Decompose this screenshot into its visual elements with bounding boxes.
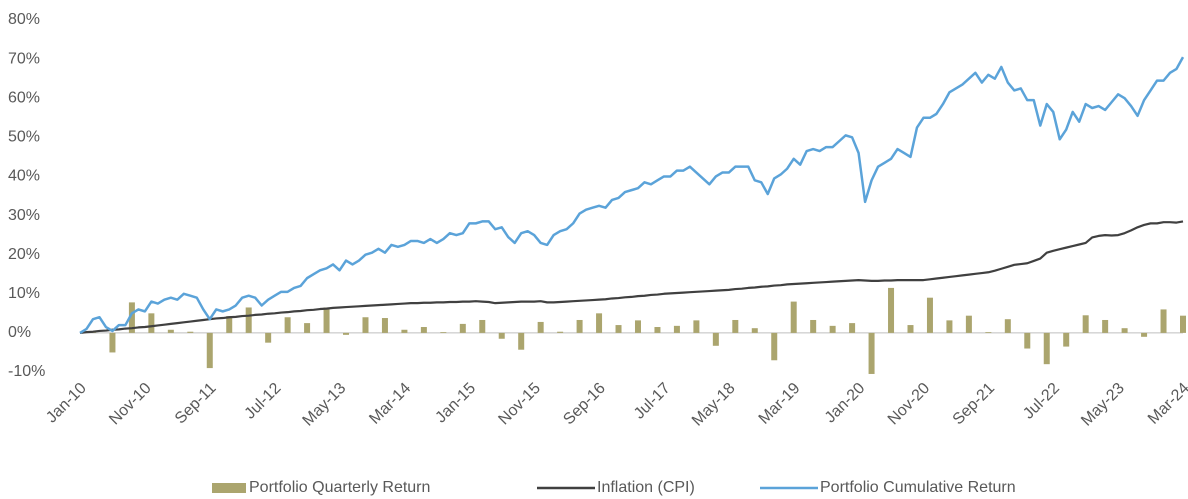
y-tick-label: -10% [8, 363, 45, 380]
bar [343, 332, 350, 335]
x-tick-label: Sep-11 [172, 380, 220, 428]
x-tick-label: Nov-15 [495, 380, 544, 429]
line [79, 56, 1185, 334]
x-tick-label: Jan-10 [43, 380, 90, 427]
y-tick-label: 10% [8, 285, 40, 302]
legend-swatch [212, 483, 246, 493]
bar [712, 332, 719, 346]
bar [1004, 319, 1011, 333]
bar [1160, 309, 1167, 333]
bar [1121, 328, 1128, 333]
x-tick-label: Sep-16 [560, 380, 609, 429]
bar [1082, 315, 1089, 333]
bar [868, 332, 875, 374]
bar [771, 332, 778, 361]
bar [420, 327, 427, 333]
bar [1024, 332, 1031, 349]
x-tick-label: Jan-20 [822, 380, 869, 427]
bar [304, 323, 311, 333]
bar [1043, 332, 1050, 365]
bar [888, 287, 895, 333]
x-tick-label: Nov-10 [106, 380, 155, 429]
bar [654, 327, 661, 333]
bar [206, 332, 213, 369]
bar [265, 332, 272, 343]
legend-label: Inflation (CPI) [597, 479, 695, 496]
y-tick-label: 50% [8, 129, 40, 146]
bar [810, 319, 817, 333]
y-tick-label: 60% [8, 89, 40, 106]
x-tick-label: May-23 [1078, 380, 1128, 430]
legend: Portfolio Quarterly Return Inflation (CPI… [212, 479, 1016, 496]
bar [498, 332, 505, 339]
x-tick-label: Jul-12 [242, 380, 285, 423]
x-tick-label: Mar-24 [1145, 380, 1188, 428]
bar [381, 318, 388, 333]
bar [362, 317, 369, 333]
x-tick-label: Sep-21 [950, 380, 999, 429]
bar [479, 319, 486, 333]
bar [128, 302, 135, 333]
x-tick-label: May-18 [689, 380, 739, 430]
bar [1102, 319, 1109, 333]
bar [557, 331, 564, 333]
bar [187, 331, 194, 333]
bar [673, 325, 680, 333]
bar [401, 329, 408, 333]
bar [946, 320, 953, 333]
bar [965, 315, 972, 333]
legend-label: Portfolio Cumulative Return [820, 479, 1016, 496]
bar [751, 328, 758, 333]
bar [1063, 332, 1070, 347]
y-tick-label: 20% [8, 246, 40, 263]
bar [167, 329, 174, 333]
y-tick-label: 30% [8, 207, 40, 224]
bar [284, 317, 291, 333]
bar [693, 320, 700, 333]
bar [226, 316, 233, 333]
x-tick-label: Jan-15 [432, 380, 479, 427]
bar [245, 307, 252, 333]
bar [148, 313, 155, 333]
bar [1141, 332, 1148, 337]
bar [732, 319, 739, 333]
bar [537, 321, 544, 333]
y-tick-label: 40% [8, 168, 40, 185]
line [79, 220, 1184, 334]
x-tick-label: Nov-20 [885, 380, 934, 429]
bar [790, 301, 797, 333]
bar [615, 325, 622, 333]
x-tick-label: Mar-19 [756, 380, 804, 428]
legend-label: Portfolio Quarterly Return [249, 479, 430, 496]
bar [440, 332, 447, 333]
bar [829, 325, 836, 333]
x-tick-label: May-13 [300, 380, 350, 430]
bar [576, 319, 583, 333]
bar [985, 332, 992, 333]
bar [596, 313, 603, 333]
y-tick-label: 0% [8, 324, 31, 341]
bar [634, 320, 641, 333]
bar [518, 332, 525, 350]
bar [323, 307, 330, 333]
x-tick-label: Jul-17 [631, 380, 674, 423]
bar [459, 323, 466, 333]
bar [1180, 315, 1186, 333]
x-tick-label: Jul-22 [1020, 380, 1063, 423]
bar [849, 323, 856, 333]
bar [109, 332, 116, 353]
y-tick-label: 70% [8, 50, 40, 67]
bar [907, 325, 914, 333]
x-tick-label: Mar-14 [366, 380, 414, 428]
bar [926, 297, 933, 333]
y-tick-label: 80% [8, 11, 40, 28]
